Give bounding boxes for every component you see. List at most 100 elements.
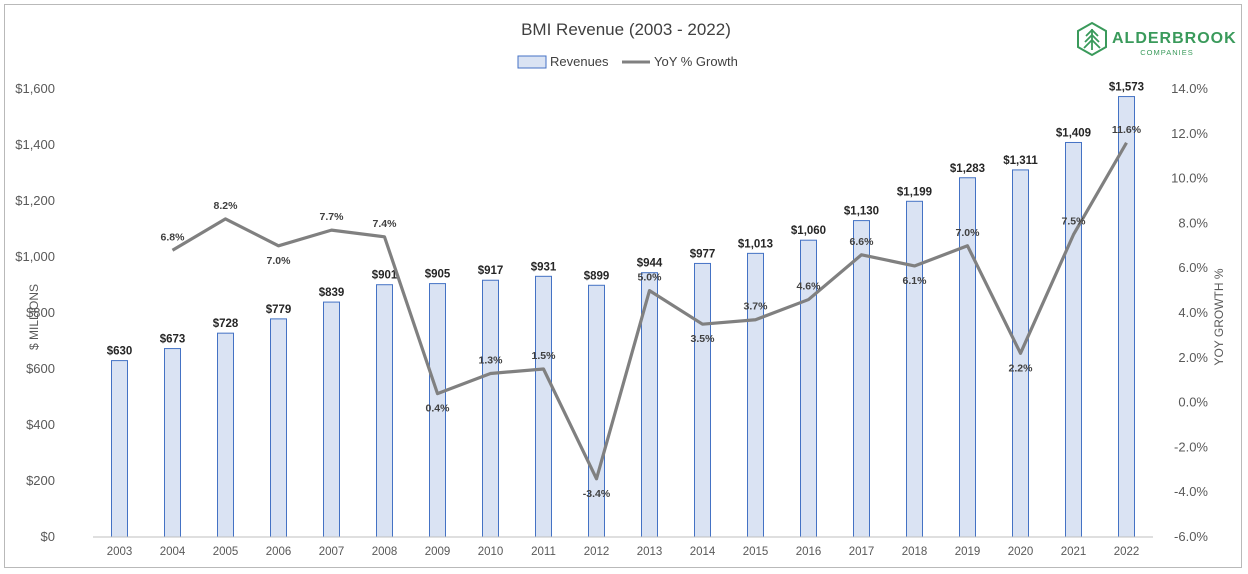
growth-data-label: 7.4%	[373, 218, 398, 230]
y2-tick-label: 0.0%	[1178, 395, 1208, 410]
bar-data-label: $1,199	[897, 186, 932, 198]
y-tick-label: $0	[41, 529, 55, 544]
bar	[747, 252, 764, 538]
x-tick-label: 2019	[955, 546, 981, 558]
x-tick-label: 2010	[478, 546, 504, 558]
legend-revenues-label: Revenues	[550, 54, 609, 69]
x-tick-label: 2009	[425, 546, 451, 558]
x-tick-label: 2022	[1114, 546, 1140, 558]
y-tick-label: $400	[26, 417, 55, 432]
legend: Revenues YoY % Growth	[517, 54, 738, 69]
x-tick-label: 2013	[637, 546, 663, 558]
bar-data-label: $1,060	[791, 225, 826, 237]
bar	[535, 275, 552, 538]
y2-tick-label: 4.0%	[1178, 305, 1208, 320]
y-tick-label: $800	[26, 305, 55, 320]
bar	[853, 220, 870, 538]
x-tick-label: 2017	[849, 546, 875, 558]
y-tick-label: $600	[26, 361, 55, 376]
growth-data-label: 6.1%	[903, 275, 928, 287]
growth-data-label: 0.4%	[426, 403, 451, 415]
y2-tick-label: 6.0%	[1178, 260, 1208, 275]
legend-growth-label: YoY % Growth	[654, 54, 738, 69]
growth-data-label: 7.5%	[1062, 216, 1087, 228]
company-logo: ALDERBROOK COMPANIES	[1077, 21, 1237, 57]
y-tick-label: $1,600	[15, 81, 55, 96]
growth-data-label: 7.7%	[320, 211, 345, 223]
bar-data-label: $905	[425, 269, 451, 281]
bar	[482, 279, 499, 538]
bar-data-label: $630	[107, 346, 133, 358]
bar	[1118, 96, 1135, 538]
y2-tick-label: 14.0%	[1171, 81, 1208, 96]
bar-data-label: $1,013	[738, 238, 773, 250]
y-tick-label: $1,200	[15, 193, 55, 208]
bar-data-label: $779	[266, 304, 292, 316]
growth-data-label: 7.0%	[267, 255, 292, 267]
y2-tick-label: -4.0%	[1174, 484, 1208, 499]
bar-data-label: $931	[531, 261, 557, 273]
logo-sub: COMPANIES	[1140, 48, 1193, 57]
x-tick-label: 2020	[1008, 546, 1034, 558]
y2-axis-title: YOY GROWTH %	[1212, 268, 1226, 365]
bar	[323, 301, 340, 538]
bar-data-label: $673	[160, 334, 186, 346]
chart-title: BMI Revenue (2003 - 2022)	[521, 20, 731, 39]
bar	[270, 318, 287, 538]
growth-data-label: 5.0%	[638, 272, 663, 284]
y-tick-label: $1,400	[15, 137, 55, 152]
bar	[164, 348, 181, 538]
y2-tick-label: 2.0%	[1178, 350, 1208, 365]
bar-data-label: $1,409	[1056, 127, 1091, 139]
y-tick-label: $1,000	[15, 249, 55, 264]
bar-data-label: $917	[478, 265, 504, 277]
growth-data-label: 4.6%	[797, 281, 822, 293]
bar-data-label: $1,311	[1003, 155, 1038, 167]
growth-line	[171, 141, 1128, 481]
x-tick-label: 2008	[372, 546, 398, 558]
growth-data-label: 8.2%	[214, 200, 239, 212]
x-tick-label: 2018	[902, 546, 928, 558]
bar-data-label: $1,283	[950, 163, 985, 175]
bar	[217, 332, 234, 538]
y2-tick-label: 8.0%	[1178, 215, 1208, 230]
growth-data-label: 1.5%	[532, 350, 557, 362]
bar-data-label: $899	[584, 270, 610, 282]
bar	[694, 262, 711, 538]
x-tick-label: 2021	[1061, 546, 1087, 558]
bar-data-label: $728	[213, 318, 239, 330]
chart: BMI Revenue (2003 - 2022) Revenues YoY %…	[15, 20, 1237, 558]
x-tick-label: 2016	[796, 546, 822, 558]
growth-data-label: -3.4%	[583, 488, 611, 500]
bar-data-label: $1,573	[1109, 82, 1144, 94]
bar	[376, 284, 393, 538]
y2-tick-label: 10.0%	[1171, 171, 1208, 186]
growth-data-label: 1.3%	[479, 354, 504, 366]
bar	[906, 200, 923, 538]
x-tick-label: 2003	[107, 546, 133, 558]
tree-icon	[1077, 21, 1107, 57]
bar-data-label: $944	[637, 258, 663, 270]
bar-data-label: $977	[690, 248, 716, 260]
bar-data-label: $839	[319, 287, 345, 299]
growth-data-label: 2.2%	[1009, 362, 1034, 374]
y2-tick-label: -2.0%	[1174, 439, 1208, 454]
bar	[1065, 141, 1082, 538]
y-tick-label: $200	[26, 473, 55, 488]
chart-frame: BMI Revenue (2003 - 2022) Revenues YoY %…	[4, 4, 1242, 568]
y2-tick-label: 12.0%	[1171, 126, 1208, 141]
growth-data-label: 6.6%	[850, 236, 875, 248]
x-tick-label: 2014	[690, 546, 716, 558]
growth-data-label: 7.0%	[956, 227, 981, 239]
plot-area: $0 $200 $400 $600 $800 $1,000 $1,200 $1,400 $1,6…	[15, 81, 1208, 558]
x-tick-label: 2007	[319, 546, 345, 558]
y-axis-title: $ MILLIONS	[27, 284, 41, 350]
legend-revenues-swatch	[517, 55, 547, 69]
bar-data-label: $901	[372, 270, 398, 282]
x-tick-label: 2015	[743, 546, 769, 558]
logo-name: ALDERBROOK	[1112, 30, 1237, 47]
growth-data-label: 6.8%	[161, 231, 186, 243]
x-tick-label: 2006	[266, 546, 292, 558]
bar-data-label: $1,130	[844, 206, 879, 218]
x-tick-label: 2004	[160, 546, 186, 558]
